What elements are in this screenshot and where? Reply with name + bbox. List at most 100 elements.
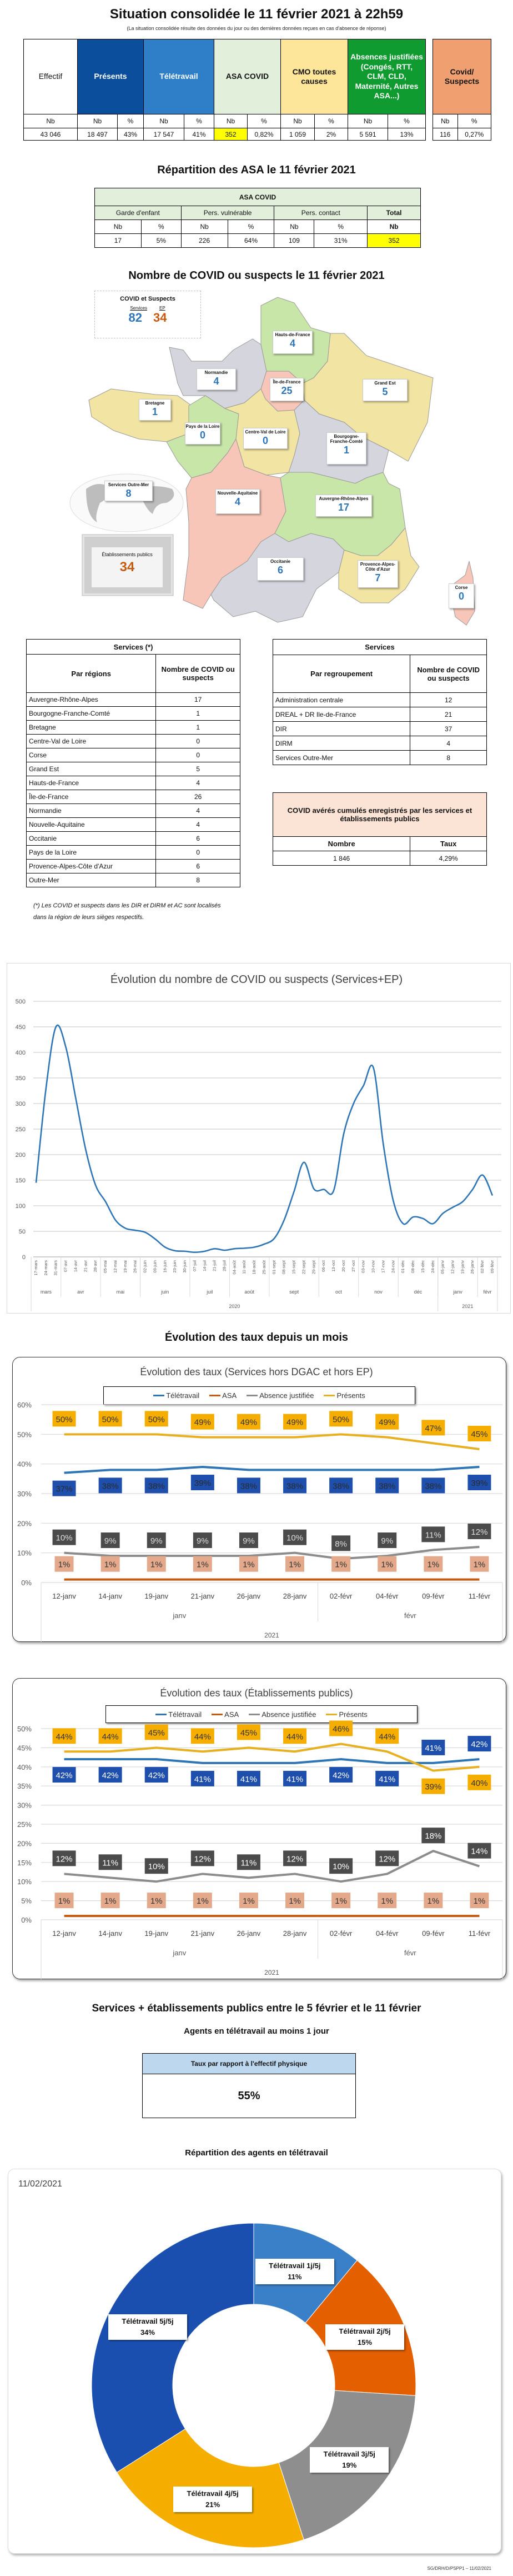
asa-title: Répartition des ASA le 11 février 2021 [157, 164, 356, 176]
map-box-region: Hauts-de-France 4 [273, 331, 313, 354]
data-label-box [329, 1720, 353, 1736]
data-label: 41% [379, 1775, 395, 1784]
data-label-box [331, 1535, 351, 1551]
data-label-box [237, 1854, 260, 1870]
data-label: 41% [286, 1775, 303, 1784]
legend-services-label: Services [130, 306, 147, 311]
footnote: (*) Les COVID et suspects dans les DIR e… [33, 902, 221, 921]
legend-item: ASA [209, 1391, 237, 1400]
asa-value: 352 [367, 233, 421, 248]
data-label: 41% [240, 1775, 257, 1784]
data-label: 38% [379, 1481, 395, 1491]
map-box-region: Bretagne 1 [139, 399, 171, 421]
region-name: Hauts-de-France [275, 332, 310, 337]
region-name: Normandie [204, 370, 228, 375]
data-label-box [331, 1893, 351, 1909]
legend-item: Présents [324, 1391, 365, 1400]
data-label-box [239, 1893, 258, 1909]
legend-label: Télétravail [166, 1391, 200, 1400]
summary-value: 43% [117, 128, 144, 141]
data-label-box [283, 1477, 307, 1494]
summary-table: Effectif Présents Télétravail ASA COVID … [23, 39, 426, 141]
row-count: 17 [155, 692, 240, 707]
data-label-box [239, 1556, 258, 1572]
data-label-box [421, 1526, 445, 1542]
y-tick-label: 450 [16, 1024, 26, 1031]
x-tick-label: 22-sept [301, 1260, 306, 1274]
data-label-box [52, 1411, 76, 1427]
data-label: 10% [333, 1862, 349, 1871]
data-label-box [285, 1556, 305, 1572]
row-count: 21 [410, 707, 487, 722]
data-label-box [100, 1556, 120, 1572]
table-row: Services Outre-Mer 8 [272, 750, 487, 765]
map-box-region: Centre-Val de Loire 0 [243, 428, 288, 449]
data-label-box [98, 1728, 122, 1744]
region-value: 5 [382, 386, 388, 397]
data-label: 1% [474, 1560, 486, 1570]
table-row: Bretagne 1 [26, 720, 240, 735]
data-label: 12% [379, 1854, 395, 1864]
data-label: 1% [243, 1896, 255, 1906]
x-tick-label: 28-juil [222, 1260, 227, 1271]
data-label: 38% [148, 1481, 165, 1491]
cumul-col-taux: Taux [410, 836, 487, 851]
summary-value: 17 547 [143, 128, 184, 141]
row-label: Île-de-France [26, 790, 157, 804]
covid-pct: 0,27% [457, 128, 491, 141]
row-count: 4 [155, 817, 240, 832]
month-label: févr [404, 1611, 416, 1620]
x-tick-label: 24-mars [43, 1260, 48, 1276]
map-title: Nombre de COVID ou suspects le 11 févrie… [128, 269, 385, 282]
table-row: Outre-Mer 8 [26, 873, 240, 887]
data-label-box [329, 1858, 353, 1874]
summary-value: 18 497 [77, 128, 118, 141]
data-label-box [147, 1893, 166, 1909]
row-label: Bourgogne-Franche-Comté [26, 706, 157, 721]
row-label: DIRM [272, 736, 411, 751]
summary-subheader: Nb [348, 114, 388, 128]
y-tick-label: 100 [16, 1203, 26, 1210]
data-label-box [467, 1524, 491, 1539]
map-box-region: Auvergne-Rhône-Alpes 17 [315, 495, 372, 517]
map-box-etablissements: Établissements publics 34 [92, 547, 163, 587]
region-value: 0 [458, 590, 464, 602]
data-label-box [467, 1774, 491, 1790]
data-label-box [98, 1854, 122, 1870]
data-label-box [190, 1728, 214, 1744]
slice-name: Télétravail 1j/5j [269, 2261, 321, 2270]
row-count: 6 [155, 859, 240, 873]
map-box-region: Provence-Alpes-Côte d'Azur 7 [358, 560, 398, 588]
summary-subheader-row: Nb Nb% Nb% Nb% Nb% Nb% [23, 114, 426, 128]
y-tick-label: 25% [17, 1820, 32, 1829]
asa-group-garde: Garde d'enfant [94, 206, 182, 220]
table-row: Bourgogne-Franche-Comté 1 [26, 706, 240, 721]
summary-value: 13% [388, 128, 426, 141]
asa-value: 109 [274, 233, 315, 248]
data-label: 44% [286, 1732, 303, 1741]
table-row: Grand Est 5 [26, 762, 240, 776]
region-name: Centre-Val de Loire [245, 430, 286, 435]
x-tick-label: 20-oct [341, 1260, 346, 1272]
month-label: janv [452, 1289, 462, 1295]
legend-swatch-icon [153, 1395, 165, 1396]
region-name: Île-de-France [273, 380, 301, 385]
header-asa-covid: ASA COVID [214, 39, 281, 114]
data-label: 1% [335, 1896, 347, 1906]
page-subtitle: (La situation consolidée résulte des don… [127, 26, 386, 31]
data-label: 39% [471, 1479, 487, 1488]
x-tick-label: 31-mars [53, 1260, 58, 1276]
month-label: févr [404, 1949, 416, 1957]
data-label: 45% [240, 1728, 257, 1738]
cumul-table: COVID avérés cumulés enregistrés par les… [272, 792, 487, 866]
header-cmo: CMO toutes causes [280, 39, 348, 114]
data-label: 42% [333, 1771, 349, 1780]
y-tick-label: 0% [21, 1916, 32, 1924]
month-label: déc [414, 1289, 423, 1295]
x-tick-label: 19-janv [460, 1260, 465, 1274]
table-row: DIR 37 [272, 721, 487, 736]
month-label: janv [172, 1611, 186, 1620]
data-label: 38% [240, 1481, 257, 1491]
data-label: 50% [102, 1415, 119, 1424]
data-label-box [283, 1728, 307, 1744]
